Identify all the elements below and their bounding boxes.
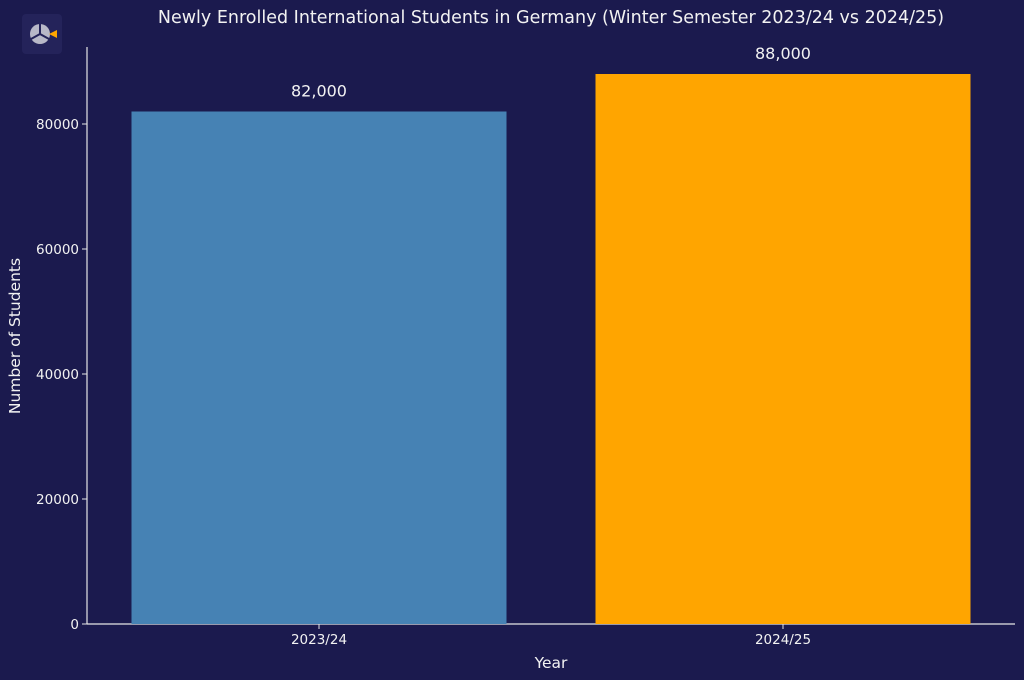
y-tick-label: 40000	[36, 367, 79, 383]
bar-2024-25	[595, 74, 971, 624]
chart-title: Newly Enrolled International Students in…	[158, 8, 944, 28]
x-tick-label: 2023/24	[291, 632, 347, 648]
chart-logo-icon	[30, 24, 57, 44]
y-axis-label: Number of Students	[6, 258, 24, 414]
y-tick-label: 0	[70, 617, 79, 633]
logo	[22, 14, 62, 54]
x-axis-label: Year	[534, 654, 568, 672]
bar-2023-24	[131, 111, 507, 624]
y-tick-label: 80000	[36, 117, 79, 133]
bar-value-label: 88,000	[755, 44, 811, 63]
x-tick-label: 2024/25	[755, 632, 811, 648]
plot-area: 0 20000 40000 60000 80000 82,000 2023/24 88,000…	[36, 44, 1015, 648]
y-tick-label: 20000	[36, 492, 79, 508]
bar-value-label: 82,000	[291, 82, 347, 101]
y-tick-label: 60000	[36, 242, 79, 258]
